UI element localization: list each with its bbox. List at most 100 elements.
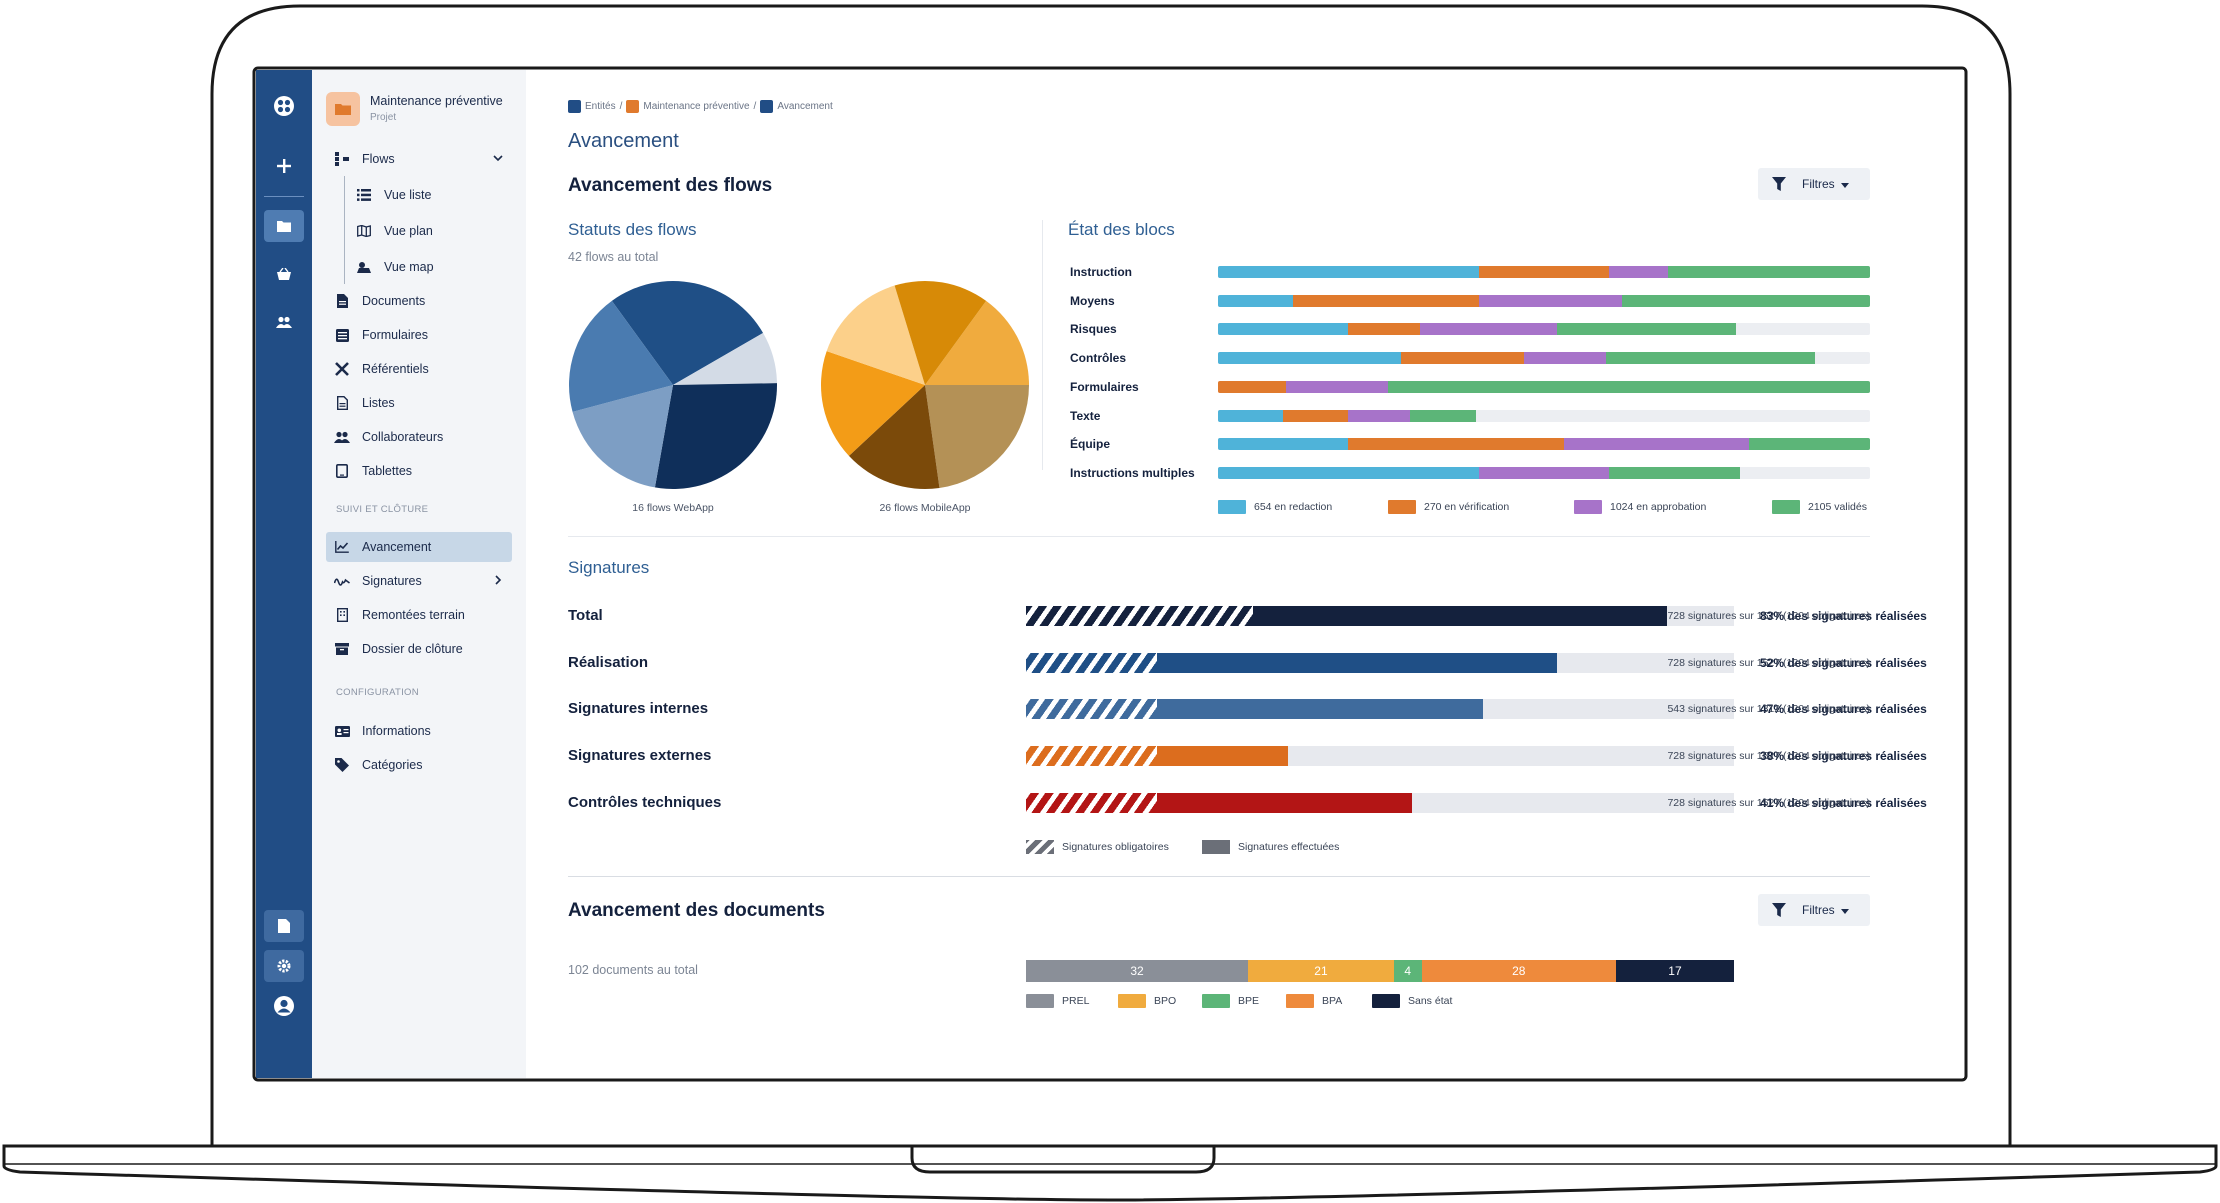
add-icon[interactable]: [264, 150, 304, 182]
caret-down-icon: [1840, 177, 1849, 191]
sidebar-item-avancement[interactable]: Avancement: [326, 532, 512, 562]
sidebar-item-vue-liste[interactable]: Vue liste: [348, 180, 512, 210]
pie-slice: [821, 351, 925, 456]
folder-icon[interactable]: [264, 210, 304, 242]
legend-swatch: [1286, 994, 1314, 1008]
sidebar-item-signatures[interactable]: Signatures: [326, 566, 512, 596]
flows-filter-button[interactable]: Filtres: [1758, 168, 1870, 200]
bloc-row-label: Texte: [1070, 408, 1101, 423]
section-configuration: CONFIGURATION: [336, 687, 419, 698]
bloc-row-bar: [1218, 438, 1870, 451]
bloc-row-label: Instructions multiples: [1070, 465, 1195, 480]
gear-icon[interactable]: [264, 950, 304, 982]
chevron-right-icon[interactable]: [492, 574, 504, 589]
sidebar-item-label: Vue map: [384, 260, 434, 274]
breadcrumb-item-project[interactable]: Maintenance préventive: [643, 101, 750, 112]
signature-mandatory-hatch: [1026, 652, 1157, 673]
sidebar-item-documents[interactable]: Documents: [326, 286, 512, 316]
legend-verification: 270 en vérification: [1388, 500, 1509, 514]
chart-line-icon: [334, 539, 350, 555]
document-segment: 32: [1026, 960, 1249, 982]
legend-valides: 2105 validés: [1772, 500, 1867, 514]
signature-mandatory-hatch: [1026, 606, 1253, 626]
app-logo-icon[interactable]: [264, 90, 304, 122]
document-legend-item: PREL: [1026, 994, 1089, 1008]
bloc-segment: [1478, 294, 1623, 307]
sidebar-item-vue-plan[interactable]: Vue plan: [348, 216, 512, 246]
document-legend-item: BPO: [1118, 994, 1176, 1008]
legend-label: 2105 validés: [1808, 501, 1867, 513]
sidebar-item-listes[interactable]: Listes: [326, 388, 512, 418]
chevron-down-icon[interactable]: [492, 152, 504, 167]
documents-filter-button[interactable]: Filtres: [1758, 894, 1870, 926]
breadcrumb-item-avancement[interactable]: Avancement: [777, 101, 833, 112]
signature-row-label: Signatures externes: [568, 747, 712, 765]
sidebar-item-dossier-cloture[interactable]: Dossier de clôture: [326, 634, 512, 664]
legend-swatch: [1772, 500, 1800, 514]
project-title[interactable]: Maintenance préventive: [370, 94, 503, 108]
breadcrumb: Entités / Maintenance préventive / Avanc…: [568, 100, 833, 113]
sidebar-item-informations[interactable]: Informations: [326, 716, 512, 746]
icon-rail: [256, 70, 312, 1078]
sidebar-item-flows[interactable]: Flows: [326, 144, 512, 174]
rail-divider: [264, 196, 304, 197]
pie-slice: [654, 383, 777, 489]
sidebar-item-collaborateurs[interactable]: Collaborateurs: [326, 422, 512, 452]
statuts-title: Statuts des flows: [568, 220, 697, 239]
signature-percent: 38% des signatures réalisées: [1760, 749, 1927, 764]
bloc-segment: [1609, 266, 1668, 278]
sidebar-item-remontees-terrain[interactable]: Remontées terrain: [326, 600, 512, 630]
filter-icon: [1772, 177, 1786, 191]
bloc-segment: [1283, 409, 1349, 422]
legend-label: Signatures obligatoires: [1062, 841, 1169, 853]
bloc-segment: [1478, 266, 1610, 278]
section-divider: [568, 536, 1870, 537]
list-icon: [356, 187, 372, 203]
tablet-icon: [334, 463, 350, 479]
bloc-row-bar: [1218, 352, 1870, 365]
sidebar-item-label: Flows: [362, 152, 395, 166]
document-icon[interactable]: [264, 910, 304, 942]
signature-row-label: Contrôles techniques: [568, 793, 722, 811]
sidebar-item-categories[interactable]: Catégories: [326, 750, 512, 780]
signature-done-fill: [1156, 699, 1483, 720]
sidebar-item-label: Informations: [362, 724, 431, 738]
sidebar-item-vue-map[interactable]: Vue map: [348, 252, 512, 282]
sidebar-item-label: Vue plan: [384, 224, 433, 238]
app-screen: Maintenance préventive Projet Flows Vue …: [256, 70, 1964, 1078]
pie-mobileapp-label: 26 flows MobileApp: [879, 502, 971, 514]
signature-icon: [334, 573, 350, 589]
main-content: Entités / Maintenance préventive / Avanc…: [526, 70, 1964, 1078]
basket-icon[interactable]: [264, 258, 304, 290]
sidebar-item-formulaires[interactable]: Formulaires: [326, 320, 512, 350]
legend-label: PREL: [1062, 995, 1090, 1007]
id-card-icon: [334, 723, 350, 739]
pie-slice: [925, 385, 1029, 488]
bloc-row-label: Risques: [1070, 322, 1117, 337]
flows-total: 42 flows au total: [568, 250, 659, 264]
legend-approbation: 1024 en approbation: [1574, 500, 1706, 514]
pie-webapp: [569, 281, 777, 489]
sidebar-item-label: Dossier de clôture: [362, 642, 463, 656]
sidebar-item-tablettes[interactable]: Tablettes: [326, 456, 512, 486]
building-icon: [334, 607, 350, 623]
users-icon[interactable]: [264, 306, 304, 338]
tools-icon: [334, 361, 350, 377]
section-divider: [568, 876, 1870, 877]
caret-down-icon: [1840, 903, 1849, 917]
pie-mobileapp: [821, 281, 1029, 489]
sidebar-item-referentiels[interactable]: Référentiels: [326, 354, 512, 384]
project-subtitle: Projet: [370, 112, 397, 123]
bloc-row-label: Contrôles: [1070, 351, 1127, 366]
breadcrumb-item-entites[interactable]: Entités: [585, 101, 616, 112]
user-account-icon[interactable]: [264, 990, 304, 1022]
document-legend-item: Sans état: [1372, 994, 1452, 1008]
bloc-segment: [1667, 266, 1870, 278]
signature-row-label: Total: [568, 607, 603, 624]
signature-done-fill: [1156, 746, 1288, 767]
pie-slice: [925, 300, 1029, 385]
bloc-row-label: Moyens: [1070, 293, 1115, 308]
signature-progress-bar: [1026, 652, 1734, 673]
sidebar-item-label: Catégories: [362, 758, 423, 772]
map-pins-icon: [356, 259, 372, 275]
